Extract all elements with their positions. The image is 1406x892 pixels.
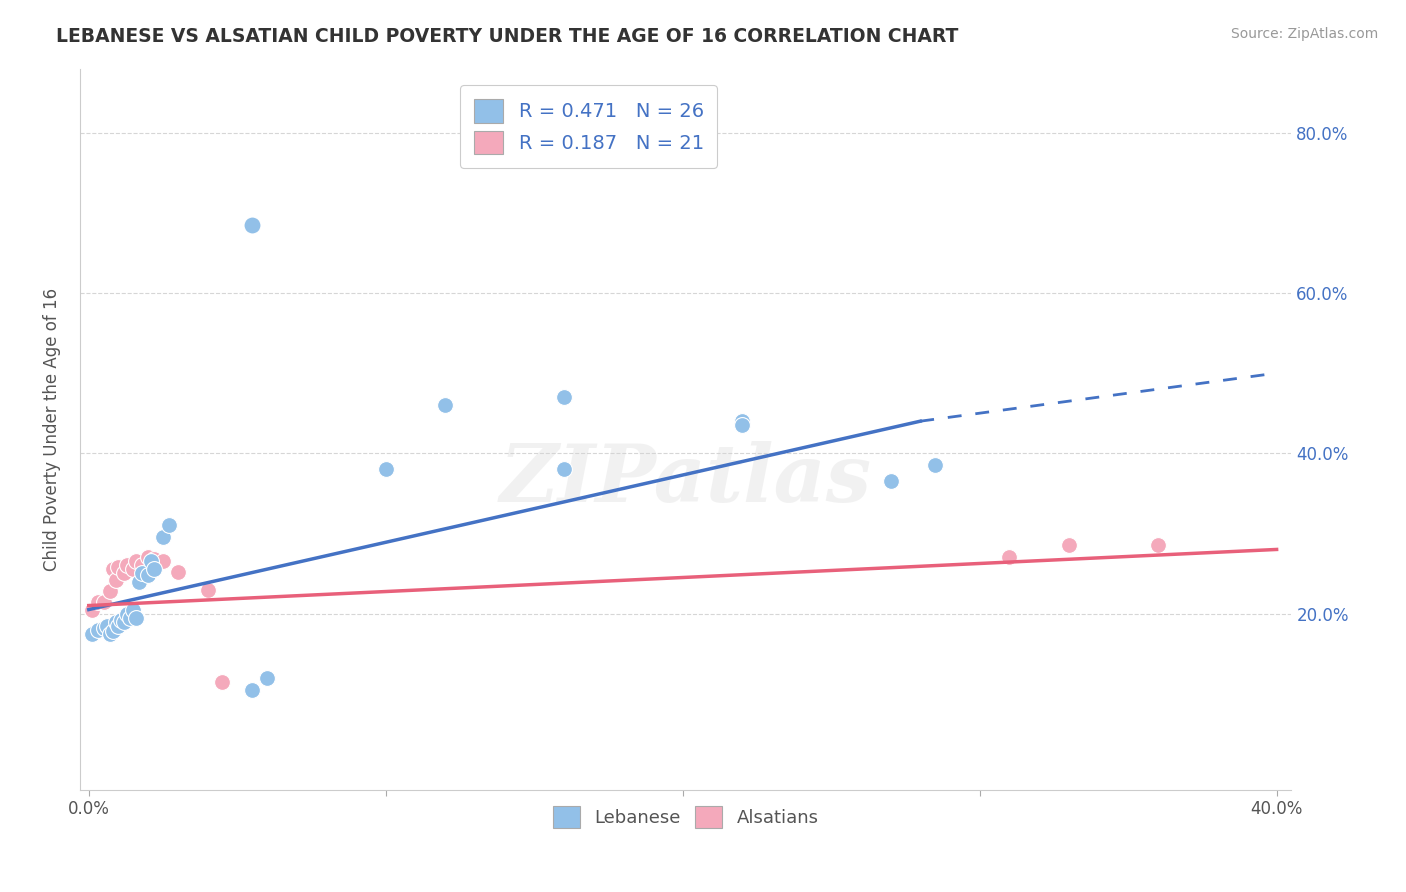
Point bbox=[256, 671, 278, 685]
Point bbox=[98, 584, 121, 599]
Point bbox=[434, 398, 457, 412]
Point bbox=[86, 594, 108, 608]
Point bbox=[128, 574, 150, 589]
Point bbox=[136, 568, 159, 582]
Point bbox=[211, 674, 233, 689]
Point bbox=[122, 602, 145, 616]
Point bbox=[240, 682, 263, 697]
Point bbox=[122, 562, 145, 576]
Point bbox=[107, 618, 129, 632]
Point bbox=[139, 554, 162, 568]
Point bbox=[167, 565, 190, 579]
Point bbox=[879, 475, 901, 489]
Point bbox=[131, 558, 153, 573]
Point bbox=[197, 582, 219, 597]
Point bbox=[125, 610, 148, 624]
Point bbox=[104, 615, 127, 629]
Point bbox=[107, 560, 129, 574]
Point bbox=[1057, 538, 1080, 552]
Point bbox=[120, 610, 142, 624]
Point bbox=[143, 562, 166, 576]
Point bbox=[924, 458, 946, 473]
Point bbox=[98, 626, 121, 640]
Text: Source: ZipAtlas.com: Source: ZipAtlas.com bbox=[1230, 27, 1378, 41]
Point bbox=[93, 621, 115, 635]
Point bbox=[157, 518, 180, 533]
Point bbox=[96, 618, 118, 632]
Point bbox=[104, 573, 127, 587]
Point bbox=[86, 623, 108, 637]
Point bbox=[93, 594, 115, 608]
Point bbox=[240, 218, 263, 232]
Point bbox=[998, 550, 1021, 565]
Point bbox=[731, 414, 754, 428]
Point bbox=[101, 624, 124, 639]
Point bbox=[80, 602, 103, 616]
Point bbox=[101, 562, 124, 576]
Point bbox=[374, 462, 396, 476]
Point bbox=[152, 554, 174, 568]
Point bbox=[112, 615, 135, 629]
Point bbox=[152, 530, 174, 544]
Point bbox=[1146, 538, 1168, 552]
Point bbox=[125, 554, 148, 568]
Point bbox=[731, 418, 754, 433]
Point bbox=[110, 613, 132, 627]
Point bbox=[112, 566, 135, 581]
Y-axis label: Child Poverty Under the Age of 16: Child Poverty Under the Age of 16 bbox=[44, 287, 60, 571]
Point bbox=[80, 626, 103, 640]
Point bbox=[117, 607, 139, 621]
Point bbox=[131, 566, 153, 581]
Point bbox=[136, 550, 159, 565]
Point bbox=[553, 390, 575, 404]
Point bbox=[553, 462, 575, 476]
Legend: Lebanese, Alsatians: Lebanese, Alsatians bbox=[546, 798, 825, 835]
Text: LEBANESE VS ALSATIAN CHILD POVERTY UNDER THE AGE OF 16 CORRELATION CHART: LEBANESE VS ALSATIAN CHILD POVERTY UNDER… bbox=[56, 27, 959, 45]
Text: ZIPatlas: ZIPatlas bbox=[499, 441, 872, 518]
Point bbox=[143, 552, 166, 566]
Point bbox=[117, 558, 139, 573]
